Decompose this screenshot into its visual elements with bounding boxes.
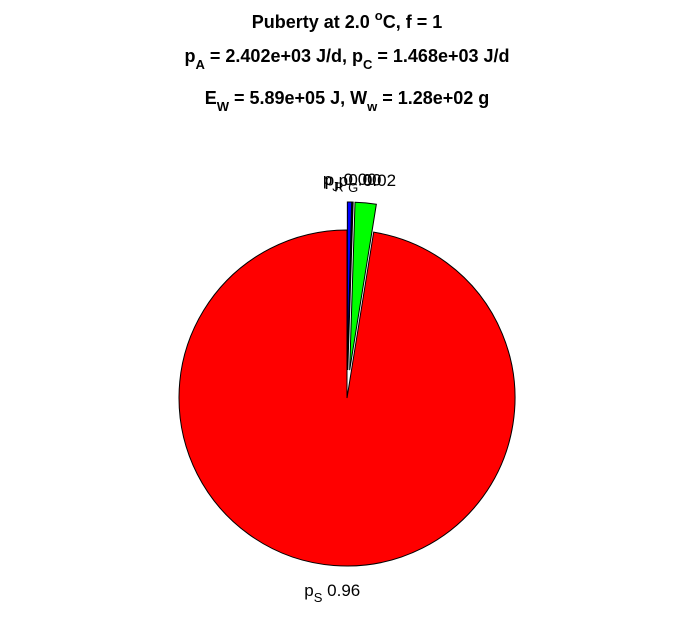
value-label: 0.00 [344, 170, 377, 189]
label-sub: G [348, 180, 358, 195]
title-part: W [217, 99, 230, 114]
chart-title: EW = 5.89e+05 J, Ww = 1.28e+02 g [205, 88, 490, 114]
label-sub: J [332, 179, 339, 194]
value-label: 0.96 [327, 581, 360, 600]
pie-slice [347, 201, 354, 371]
title-part: = 2.402e+03 J/d, p [205, 46, 363, 66]
value-label: 0.02 [363, 171, 396, 190]
title-part: C, f = 1 [383, 12, 443, 32]
slice-label: pG 0.02 [339, 171, 396, 195]
title-part: = 5.89e+05 J, W [229, 88, 367, 108]
title-part: = 1.28e+02 g [377, 88, 489, 108]
chart-title: Puberty at 2.0 oC, f = 1 [252, 8, 443, 32]
label-name: p [323, 170, 332, 189]
chart-title: pA = 2.402e+03 J/d, pC = 1.468e+03 J/d [185, 46, 510, 72]
label-sub: R [334, 179, 343, 194]
title-part: E [205, 88, 217, 108]
slice-label: pR 0.00 [325, 170, 382, 194]
title-part: Puberty at 2.0 [252, 12, 375, 32]
slice-label: pJ 0.00 [323, 170, 377, 194]
title-part: w [366, 99, 378, 114]
label-name: p [325, 170, 334, 189]
label-sub: S [314, 590, 323, 605]
pie-slice [178, 229, 516, 567]
pie-slice [349, 201, 377, 371]
title-part: o [375, 8, 383, 23]
value-label: 0.00 [348, 170, 381, 189]
title-part: A [196, 57, 206, 72]
title-part: = 1.468e+03 J/d [372, 46, 509, 66]
slice-label: pS 0.96 [304, 581, 360, 605]
label-name: p [304, 581, 313, 600]
title-part: C [363, 57, 373, 72]
title-part: p [185, 46, 196, 66]
label-name: p [339, 171, 348, 190]
